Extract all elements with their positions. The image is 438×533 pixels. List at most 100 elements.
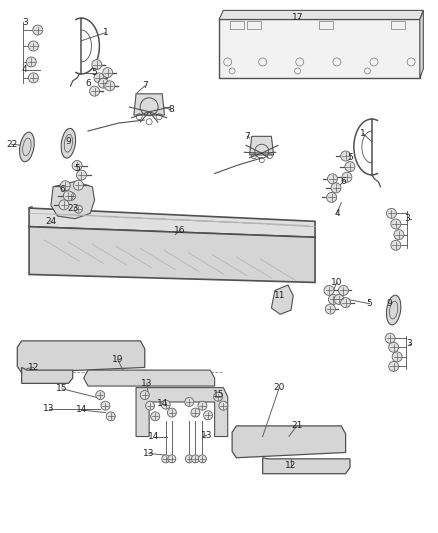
Circle shape (168, 455, 176, 463)
Circle shape (191, 455, 199, 463)
Polygon shape (219, 11, 424, 19)
Circle shape (74, 180, 83, 190)
Circle shape (325, 304, 336, 314)
Circle shape (386, 208, 396, 219)
Text: 14: 14 (148, 432, 159, 441)
Polygon shape (29, 208, 315, 237)
Circle shape (77, 170, 86, 180)
Text: 21: 21 (291, 422, 302, 430)
Polygon shape (21, 367, 73, 383)
Circle shape (334, 294, 344, 304)
Text: 15: 15 (56, 384, 67, 393)
Polygon shape (420, 11, 424, 78)
Text: 12: 12 (285, 461, 297, 470)
Polygon shape (17, 341, 145, 373)
Circle shape (145, 401, 155, 410)
Circle shape (198, 455, 206, 463)
Circle shape (219, 401, 228, 410)
Text: 23: 23 (67, 204, 78, 213)
Circle shape (92, 60, 102, 70)
Text: 15: 15 (213, 390, 225, 399)
Circle shape (324, 286, 334, 295)
Text: 17: 17 (292, 13, 304, 22)
Ellipse shape (61, 128, 76, 158)
Circle shape (341, 297, 350, 308)
Polygon shape (263, 458, 350, 474)
Circle shape (327, 192, 337, 203)
Text: 20: 20 (274, 383, 285, 392)
Text: 13: 13 (43, 405, 54, 414)
Circle shape (394, 230, 404, 240)
Polygon shape (232, 426, 346, 458)
Text: 10: 10 (331, 278, 343, 287)
Circle shape (90, 86, 99, 96)
Circle shape (331, 183, 341, 193)
Circle shape (105, 81, 115, 91)
Text: 12: 12 (28, 363, 39, 372)
Circle shape (214, 392, 223, 401)
Text: 4: 4 (334, 209, 340, 218)
Text: 11: 11 (274, 291, 286, 300)
Circle shape (161, 400, 170, 409)
Circle shape (60, 181, 70, 191)
Text: 7: 7 (142, 82, 148, 91)
Text: 16: 16 (174, 226, 185, 235)
Text: 5: 5 (367, 299, 372, 308)
Circle shape (391, 219, 401, 229)
Polygon shape (136, 387, 228, 437)
Circle shape (74, 205, 82, 213)
Circle shape (28, 73, 39, 83)
Text: 6: 6 (59, 185, 65, 194)
Circle shape (392, 352, 402, 362)
Circle shape (94, 73, 104, 83)
Text: 3: 3 (404, 214, 410, 223)
Circle shape (345, 161, 355, 172)
Text: 14: 14 (156, 399, 168, 408)
Circle shape (106, 412, 115, 421)
Circle shape (198, 401, 207, 410)
Text: 8: 8 (168, 105, 174, 114)
Polygon shape (134, 94, 164, 115)
Text: 9: 9 (66, 137, 71, 146)
Text: 5: 5 (74, 164, 80, 173)
Circle shape (341, 151, 350, 161)
Ellipse shape (386, 295, 401, 325)
Ellipse shape (20, 132, 34, 161)
Circle shape (64, 191, 73, 201)
Text: 6: 6 (85, 79, 91, 88)
Circle shape (328, 174, 338, 184)
Circle shape (391, 240, 401, 250)
Text: 14: 14 (76, 406, 87, 415)
Circle shape (140, 391, 149, 400)
Circle shape (342, 172, 352, 182)
Text: 22: 22 (6, 140, 17, 149)
Circle shape (28, 41, 39, 51)
Circle shape (98, 78, 108, 88)
Circle shape (162, 455, 170, 463)
Circle shape (204, 411, 212, 420)
Text: 3: 3 (22, 18, 28, 27)
Polygon shape (219, 19, 420, 78)
Text: 24: 24 (45, 217, 57, 226)
Circle shape (33, 25, 43, 35)
Bar (247, 21, 261, 29)
Circle shape (102, 68, 113, 78)
Circle shape (96, 391, 105, 400)
Circle shape (389, 361, 399, 372)
Circle shape (59, 200, 69, 210)
Text: 13: 13 (201, 431, 212, 440)
Text: 5: 5 (92, 68, 97, 77)
Polygon shape (51, 182, 95, 219)
Bar (319, 21, 333, 29)
Text: 4: 4 (22, 66, 28, 75)
Circle shape (101, 401, 110, 410)
Text: 1: 1 (360, 129, 366, 138)
Circle shape (67, 192, 75, 200)
Circle shape (167, 408, 177, 417)
Text: 1: 1 (102, 28, 108, 37)
Text: 13: 13 (141, 379, 153, 388)
Text: 5: 5 (347, 153, 353, 162)
Circle shape (339, 286, 348, 295)
Polygon shape (84, 370, 215, 386)
Circle shape (151, 412, 160, 421)
